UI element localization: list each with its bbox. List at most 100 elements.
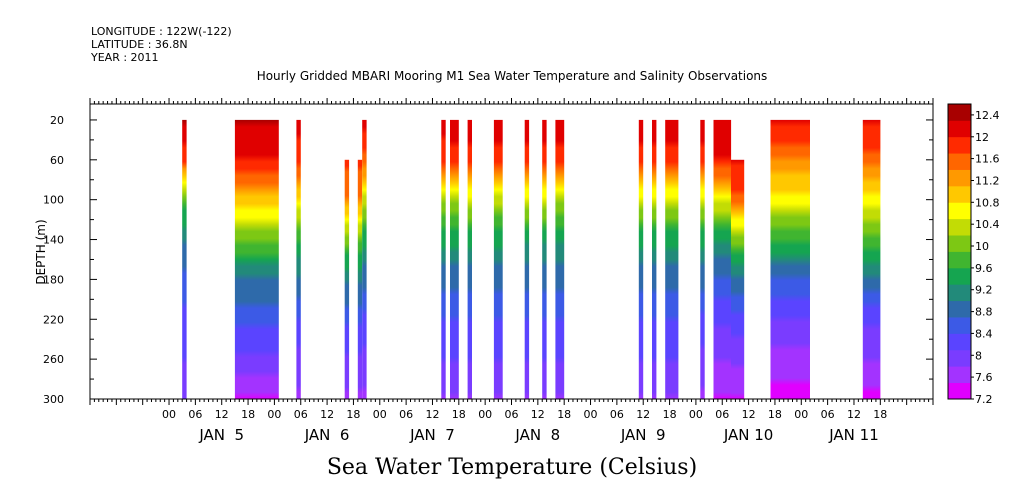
data-layer (182, 119, 881, 400)
colorbar-band (948, 202, 971, 220)
colorbar-tick-label: 9.2 (975, 284, 993, 297)
day-label: JAN 8 (514, 426, 560, 444)
data-segment (770, 119, 810, 400)
data-segment (182, 119, 187, 400)
latitude-label: LATITUDE : 36.8N (91, 38, 188, 51)
colorbar-band (948, 153, 971, 170)
colorbar-band (948, 120, 971, 138)
colorbar-band (948, 169, 971, 187)
colorbar-band (948, 251, 971, 269)
colorbar-tick-label: 7.6 (975, 371, 993, 384)
x-tick-label: 00 (794, 408, 808, 421)
colorbar-band (948, 300, 971, 318)
chart-title: Hourly Gridded MBARI Mooring M1 Sea Wate… (257, 69, 768, 83)
colorbar-tick-label: 11.6 (975, 153, 1000, 166)
y-tick-label: 220 (43, 313, 64, 326)
axis-layer: 00 06 12 18 00 06 12 18 00 06 12 18 00 06 12 18 00 06 12 18… (43, 98, 934, 444)
x-tick-label: 06 (188, 408, 202, 421)
x-tick-label: 18 (768, 408, 782, 421)
x-tick-label: 18 (557, 408, 571, 421)
year-label: YEAR : 2011 (91, 51, 159, 64)
x-tick-label: 00 (478, 408, 492, 421)
colorbar-tick-label: 8.8 (975, 306, 993, 319)
y-tick-label: 180 (43, 273, 64, 286)
colorbar-band (948, 218, 971, 236)
day-label: JAN 7 (409, 426, 455, 444)
data-segment (638, 119, 644, 400)
x-tick-label: 18 (346, 408, 360, 421)
x-tick-label: 12 (847, 408, 861, 421)
x-tick-label: 00 (162, 408, 176, 421)
x-tick-label: 06 (399, 408, 413, 421)
data-segment (441, 119, 446, 400)
x-tick-label: 12 (426, 408, 440, 421)
y-tick-label: 100 (43, 194, 64, 207)
colorbar-tick-label: 8 (975, 349, 982, 362)
data-segment (713, 119, 732, 400)
data-segment (652, 119, 657, 400)
y-axis-label: DEPTH (m) (34, 219, 48, 284)
x-tick-label: 06 (715, 408, 729, 421)
colorbar-band (948, 349, 971, 367)
data-segment (362, 119, 367, 400)
x-tick-label: 00 (373, 408, 387, 421)
x-tick-label: 18 (452, 408, 466, 421)
colorbar-band (948, 235, 971, 252)
colorbar-frame (947, 103, 972, 400)
colorbar-band (948, 104, 971, 121)
data-segment (467, 119, 472, 400)
day-label: JAN 5 (198, 426, 244, 444)
data-segment (665, 119, 679, 400)
colorbar-tick-label: 10.4 (975, 218, 1000, 231)
x-tick-label: 12 (531, 408, 545, 421)
colorbar-tick-label: 10.8 (975, 196, 1000, 209)
colorbar-band (948, 267, 971, 285)
y-tick-label: 300 (43, 393, 64, 406)
y-tick-label: 60 (50, 154, 64, 167)
x-tick-label: 06 (610, 408, 624, 421)
colorbar-title: Sea Water Temperature (Celsius) (327, 455, 697, 480)
x-tick-label: 06 (505, 408, 519, 421)
x-tick-label: 18 (873, 408, 887, 421)
colorbar-tick-label: 9.6 (975, 262, 993, 275)
x-tick-label: 06 (821, 408, 835, 421)
colorbar-band (948, 317, 971, 334)
day-label: JAN 6 (304, 426, 350, 444)
longitude-label: LONGITUDE : 122W(-122) (91, 25, 232, 38)
colorbar-tick-label: 7.2 (975, 393, 993, 406)
data-segment (555, 119, 565, 400)
x-tick-label: 12 (320, 408, 334, 421)
data-segment (296, 119, 301, 400)
x-tick-label: 12 (215, 408, 229, 421)
colorbar-tick-label: 11.2 (975, 175, 1000, 188)
data-segment (700, 119, 705, 400)
x-tick-label: 12 (636, 408, 650, 421)
day-label: JAN 11 (828, 426, 879, 444)
data-segment (493, 119, 503, 400)
colorbar-tick-label: 12.4 (975, 109, 1000, 122)
colorbar-tick-label: 10 (975, 240, 989, 253)
data-segment (862, 119, 881, 400)
data-segment (344, 159, 350, 399)
x-tick-label: 00 (584, 408, 598, 421)
data-segment (234, 119, 279, 400)
data-segment (542, 119, 547, 400)
day-label: JAN 9 (620, 426, 666, 444)
colorbar-band (948, 333, 971, 351)
colorbar-band (948, 382, 971, 400)
x-tick-label: 00 (689, 408, 703, 421)
x-tick-label: 00 (267, 408, 281, 421)
colorbar-tick-label: 12 (975, 131, 989, 144)
colorbar-band (948, 185, 971, 203)
data-segment (357, 159, 363, 399)
x-tick-label: 18 (663, 408, 677, 421)
data-segment (450, 119, 459, 400)
colorbar-band (948, 284, 971, 302)
colorbar-band (948, 366, 971, 384)
y-tick-label: 260 (43, 353, 64, 366)
colorbar-tick-label: 8.4 (975, 327, 993, 340)
data-segment (731, 159, 745, 399)
y-tick-label: 20 (50, 114, 64, 127)
colorbar: 7.2 7.6 8 8.4 8.8 9.2 9.6 10 10.4 10.8 11.2 11.6 12 1… (947, 103, 1000, 406)
